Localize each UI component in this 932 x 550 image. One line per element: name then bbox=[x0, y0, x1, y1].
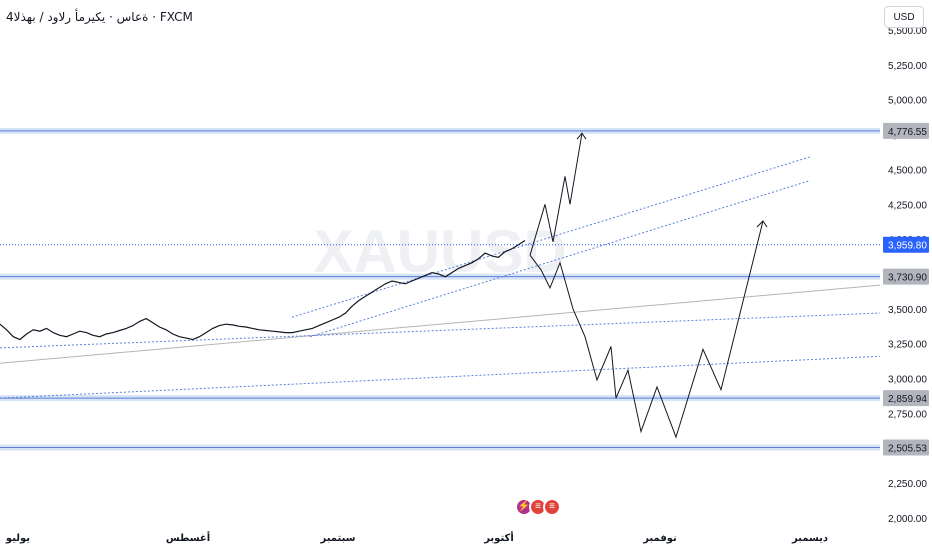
bullish-path bbox=[529, 133, 583, 256]
chart-title: 4ةعاس · يكيرمأ رلاود / بهذلا · FXCM bbox=[6, 10, 193, 24]
month-label: ديسمبر bbox=[791, 533, 828, 544]
time-axis[interactable]: يوليو أغسطس سبتمبر أكتوبر نوفمبر ديسمبر bbox=[5, 531, 828, 544]
trend-channel-lower bbox=[0, 355, 881, 399]
price-line bbox=[0, 239, 526, 341]
price-label-bg bbox=[883, 439, 929, 456]
bearish-path bbox=[529, 220, 764, 439]
price-label: 2,859.94 bbox=[888, 394, 927, 405]
price-label-bg bbox=[883, 268, 929, 285]
bullish-arrowhead bbox=[576, 132, 587, 140]
price-tick-label: 4,500.00 bbox=[888, 165, 927, 176]
us-flag-icon[interactable]: ≡ bbox=[543, 498, 561, 516]
trend-lines bbox=[0, 156, 881, 399]
price-tick-label: 5,250.00 bbox=[888, 61, 927, 72]
price-tick-label: 2,000.00 bbox=[888, 514, 927, 525]
month-label: سبتمبر bbox=[319, 533, 355, 544]
currency-button[interactable]: USD bbox=[884, 6, 924, 28]
price-tick-label: 2,750.00 bbox=[888, 409, 927, 420]
price-label: 3,730.90 bbox=[888, 273, 927, 284]
price-label-bg bbox=[883, 236, 929, 253]
price-label: 4,776.55 bbox=[888, 127, 927, 138]
price-series bbox=[0, 239, 526, 341]
long-trendline bbox=[0, 284, 881, 364]
price-tick-label: 3,000.00 bbox=[888, 375, 927, 386]
trend-channel-upper bbox=[0, 312, 881, 349]
price-tick-label: 2,250.00 bbox=[888, 479, 927, 490]
month-label: أكتوبر bbox=[483, 531, 514, 544]
price-label-bg bbox=[883, 390, 929, 407]
bearish-arrowhead bbox=[756, 220, 768, 228]
rising-channel-bottom bbox=[309, 180, 811, 338]
month-label: أغسطس bbox=[166, 531, 210, 544]
price-tick-label: 5,500.00 bbox=[888, 26, 927, 37]
price-axis[interactable]: 5,500.005,250.005,000.004,750.004,500.00… bbox=[880, 0, 932, 550]
price-label: 2,505.53 bbox=[888, 444, 927, 455]
economic-events[interactable]: ⚡ ≡ ≡ bbox=[515, 498, 561, 520]
price-tick-label: 4,250.00 bbox=[888, 200, 927, 211]
price-tick-label: 3,500.00 bbox=[888, 305, 927, 316]
projected-scenario bbox=[529, 132, 768, 439]
horizontal-levels bbox=[0, 127, 880, 451]
price-label-bg bbox=[883, 122, 929, 139]
price-tick-label: 3,250.00 bbox=[888, 340, 927, 351]
month-label: يوليو bbox=[5, 533, 30, 544]
price-tick-label: 5,000.00 bbox=[888, 96, 927, 107]
month-label: نوفمبر bbox=[642, 533, 677, 544]
price-label: 3,959.80 bbox=[888, 241, 927, 252]
